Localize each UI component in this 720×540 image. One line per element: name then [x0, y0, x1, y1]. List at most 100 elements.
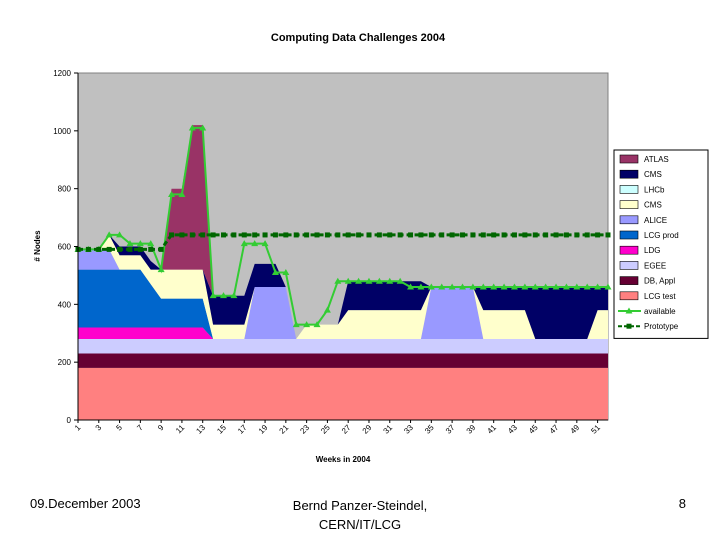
x-tick-label: 3 — [94, 423, 104, 433]
area-alice-5 — [78, 249, 608, 339]
x-tick-label: 23 — [298, 423, 311, 436]
marker-prototype — [220, 232, 226, 238]
area-atlas-9 — [78, 125, 608, 339]
marker-available — [594, 283, 602, 290]
footer-author-org: CERN/IT/LCG — [318, 517, 402, 532]
x-tick-label: 45 — [527, 423, 540, 436]
marker-prototype — [231, 232, 237, 238]
marker-prototype — [584, 232, 590, 238]
marker-prototype — [449, 232, 455, 238]
marker-available — [344, 277, 352, 284]
marker-prototype — [304, 232, 310, 238]
marker-prototype — [532, 232, 538, 238]
marker-prototype — [543, 232, 549, 238]
chart: Computing Data Challenges 2004 # Nodes W… — [33, 32, 709, 464]
marker-prototype — [272, 232, 278, 238]
marker-prototype — [127, 246, 133, 252]
marker-available — [323, 306, 331, 313]
line-available — [78, 126, 608, 326]
marker-prototype — [106, 246, 112, 252]
marker-prototype — [408, 232, 414, 238]
x-tick-label: 19 — [257, 423, 270, 436]
x-tick-label: 47 — [548, 423, 561, 436]
marker-available — [282, 269, 290, 276]
marker-prototype — [418, 232, 424, 238]
marker-available — [448, 283, 456, 290]
footer-author: Bernd Panzer-Steindel, CERN/IT/LCG — [250, 496, 470, 534]
legend-label-prototype: Prototype — [644, 322, 679, 331]
x-tick-label: 13 — [194, 423, 207, 436]
marker-available — [116, 231, 124, 238]
marker-available — [417, 283, 425, 290]
marker-prototype — [428, 232, 434, 238]
x-axis-label: Weeks in 2004 — [316, 455, 371, 464]
x-tick-label: 51 — [589, 423, 602, 436]
marker-available — [396, 277, 404, 284]
y-tick-label: 0 — [67, 416, 72, 425]
x-tick-label: 43 — [506, 423, 519, 436]
marker-available — [407, 283, 415, 290]
line-prototype — [78, 233, 608, 251]
marker-available — [313, 321, 321, 328]
area-cms-8 — [78, 234, 608, 339]
legend-label-lcg-prod: LCG prod — [644, 231, 679, 240]
marker-available — [157, 266, 165, 273]
marker-prototype — [574, 232, 580, 238]
marker-available — [136, 240, 144, 247]
marker-available — [251, 240, 259, 247]
legend-swatch-ldg — [619, 245, 639, 255]
marker-prototype — [179, 232, 185, 238]
marker-available — [531, 283, 539, 290]
x-tick-label: 39 — [465, 423, 478, 436]
area-lcg-prod-4 — [78, 269, 608, 339]
x-tick-label: 7 — [135, 423, 145, 433]
marker-prototype — [470, 232, 476, 238]
marker-available — [219, 292, 227, 299]
marker-prototype — [96, 246, 102, 252]
legend-swatch-lcg-test — [619, 291, 639, 301]
y-tick-label: 200 — [58, 358, 72, 367]
legend-marker-prototype — [626, 323, 632, 329]
footer-date: 09.December 2003 — [30, 496, 141, 511]
legend-label-egee: EGEE — [644, 261, 666, 270]
marker-prototype — [605, 232, 611, 238]
legend-swatch-db-appl — [619, 276, 639, 285]
x-tick-label: 49 — [569, 423, 582, 436]
marker-available — [459, 283, 467, 290]
x-tick-label: 29 — [361, 423, 374, 436]
marker-available — [105, 231, 113, 238]
marker-prototype — [345, 232, 351, 238]
marker-available — [542, 283, 550, 290]
x-tick-label: 35 — [423, 423, 436, 436]
legend-swatch-egee — [619, 261, 639, 270]
x-tick-label: 25 — [319, 423, 332, 436]
y-tick-label: 1200 — [53, 69, 71, 78]
marker-prototype — [491, 232, 497, 238]
marker-available — [562, 283, 570, 290]
legend-label-cms: CMS — [644, 201, 662, 210]
marker-prototype — [262, 232, 268, 238]
marker-prototype — [439, 232, 445, 238]
marker-prototype — [324, 232, 330, 238]
marker-prototype — [480, 232, 486, 238]
marker-prototype — [387, 232, 393, 238]
marker-available — [365, 277, 373, 284]
marker-available — [375, 277, 383, 284]
marker-available — [261, 240, 269, 247]
legend-label-db-appl: DB, Appl — [644, 277, 675, 286]
marker-prototype — [595, 232, 601, 238]
marker-available — [168, 190, 176, 197]
y-tick-label: 400 — [58, 300, 72, 309]
marker-prototype — [137, 246, 143, 252]
marker-available — [573, 283, 581, 290]
x-tick-label: 11 — [174, 423, 187, 436]
marker-available — [334, 277, 342, 284]
legend-swatch-atlas — [619, 154, 639, 164]
legend-label-cms: CMS — [644, 170, 662, 179]
marker-prototype — [522, 232, 528, 238]
marker-available — [386, 277, 394, 284]
marker-prototype — [356, 232, 362, 238]
marker-prototype — [366, 232, 372, 238]
x-tick-label: 17 — [236, 423, 249, 436]
